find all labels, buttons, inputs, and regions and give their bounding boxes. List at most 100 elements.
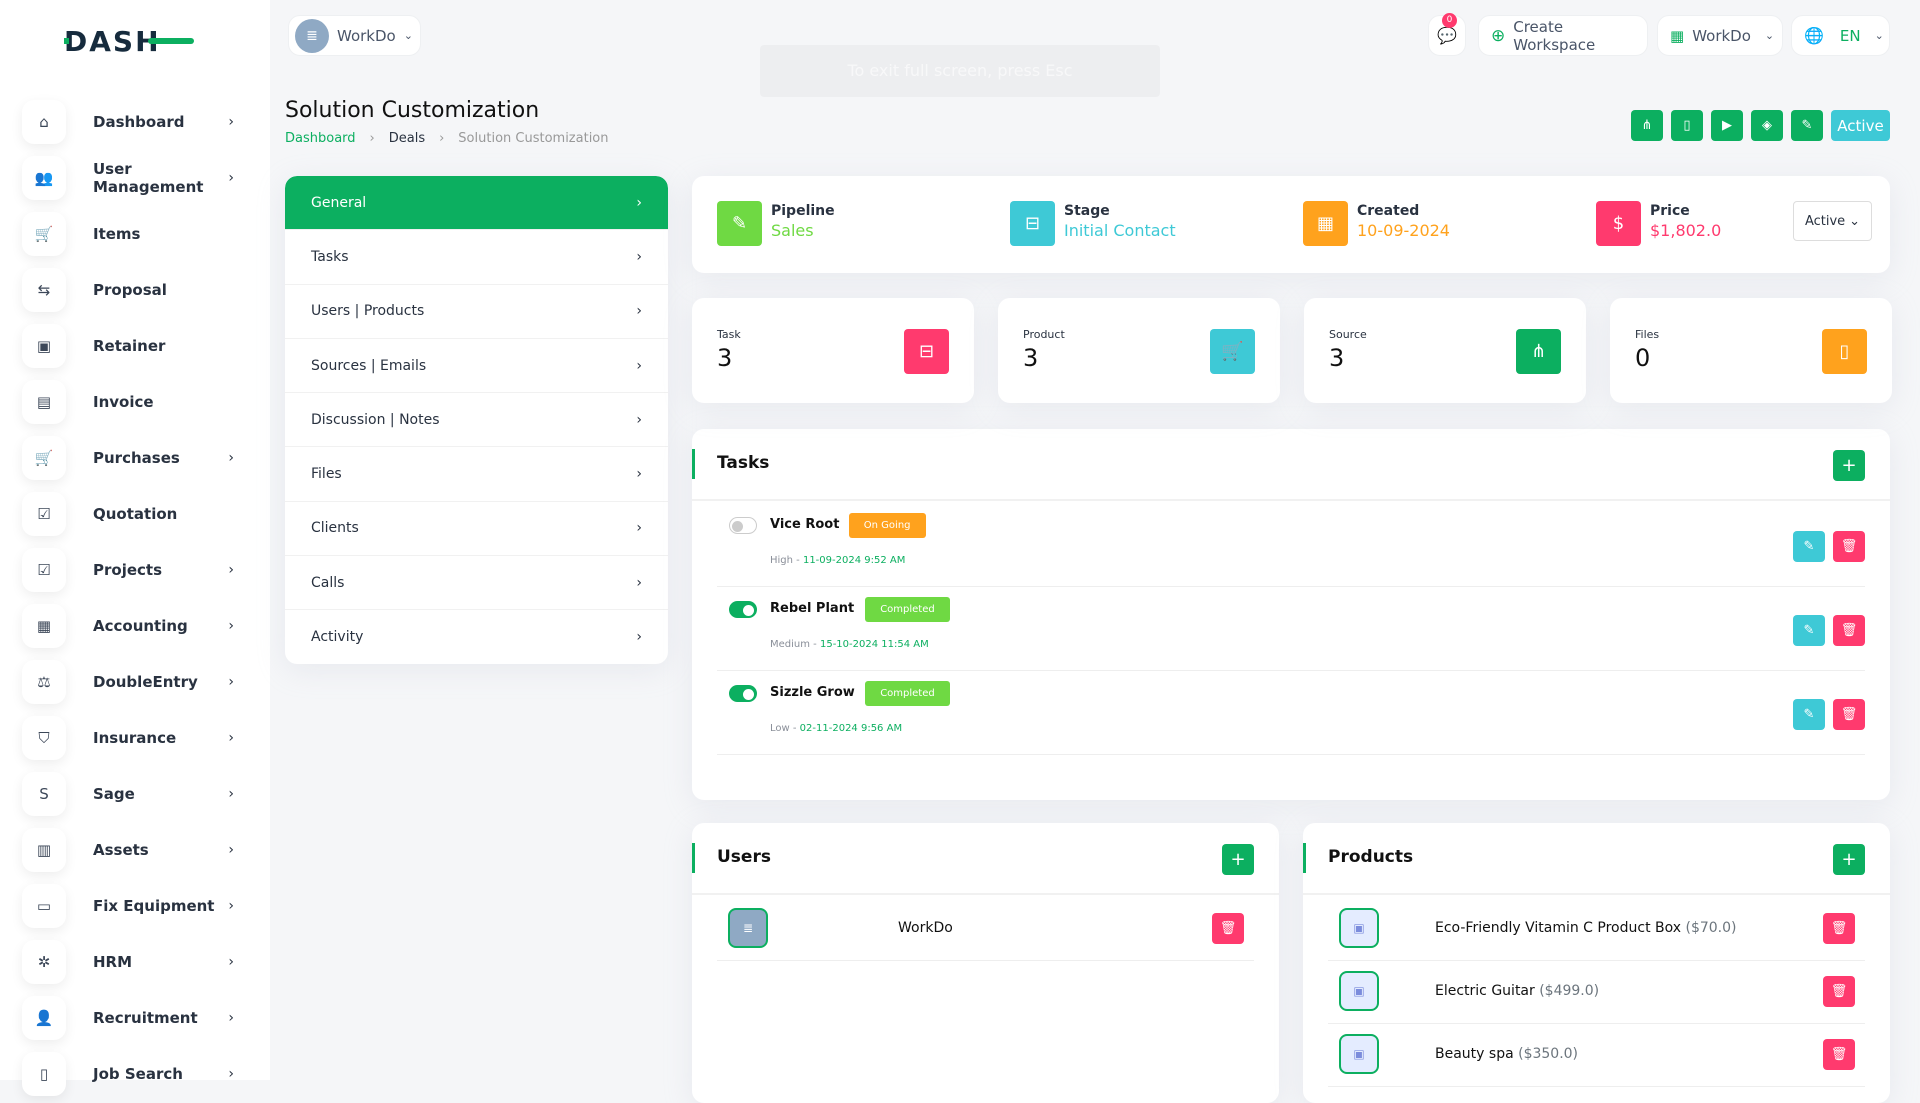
tag-button[interactable]: ◈ (1751, 110, 1783, 141)
messages-button[interactable]: 💬 0 (1428, 13, 1466, 56)
edit-task-button[interactable]: ✎ (1793, 615, 1825, 646)
sidebar-item-job-search[interactable]: ▯ Job Search › (22, 1050, 242, 1098)
pencil-button[interactable]: ✎ (1791, 110, 1823, 141)
task-complete-toggle[interactable] (729, 517, 757, 534)
breadcrumb-current: Solution Customization (458, 131, 609, 146)
add-product-button[interactable]: + (1833, 844, 1865, 875)
sidebar-item-recruitment[interactable]: 👤 Recruitment › (22, 994, 242, 1042)
video-button[interactable]: ▶ (1711, 110, 1743, 141)
menu-item-label: Files (311, 466, 342, 483)
sidebar-item-fix-equipment[interactable]: ▭ Fix Equipment › (22, 882, 242, 930)
delete-product-button[interactable]: 🗑 (1823, 976, 1855, 1007)
menu-item-label: Users | Products (311, 303, 425, 320)
status-select[interactable]: Active ⌄ (1793, 201, 1872, 241)
chevron-right-icon: › (369, 131, 375, 146)
stage-value: Initial Contact (1064, 221, 1176, 240)
sidebar-item-insurance[interactable]: ⛉ Insurance › (22, 714, 242, 762)
sidebar-item-retainer[interactable]: ▣ Retainer (22, 322, 242, 370)
delete-user-button[interactable]: 🗑 (1212, 913, 1244, 944)
sidebar-item-user-management[interactable]: 👥 User Management › (22, 154, 242, 202)
task-date: 15-10-2024 11:54 AM (819, 639, 929, 650)
trash-icon: 🗑 (1830, 1047, 1848, 1062)
menu-item-calls[interactable]: Calls › (285, 556, 668, 611)
add-task-button[interactable]: + (1833, 450, 1865, 481)
sidebar-item-accounting[interactable]: ▦ Accounting › (22, 602, 242, 650)
dash-logo[interactable]: DASH (64, 26, 194, 56)
delete-task-button[interactable]: 🗑 (1833, 699, 1865, 730)
sidebar-item-items[interactable]: 🛒 Items (22, 210, 242, 258)
menu-item-sources-emails[interactable]: Sources | Emails › (285, 339, 668, 394)
stat-label: Files (1635, 328, 1660, 341)
add-user-button[interactable]: + (1222, 844, 1254, 875)
stat-card-files: Files 0 ▯ (1610, 298, 1892, 403)
stat-label: Product (1023, 328, 1065, 341)
chevron-down-icon: ⌄ (1764, 29, 1775, 42)
chevron-right-icon: › (228, 170, 234, 186)
product-price: ($350.0) (1518, 1046, 1579, 1062)
task-complete-toggle[interactable] (729, 685, 757, 702)
status-active-button[interactable]: Active (1831, 110, 1890, 141)
chevron-right-icon: › (228, 954, 234, 970)
sitemap-icon: ⋔ (1516, 329, 1561, 374)
create-workspace-button[interactable]: ⊕ Create Workspace (1478, 15, 1648, 56)
sidebar-item-proposal[interactable]: ⇆ Proposal (22, 266, 242, 314)
chevron-right-icon: › (636, 357, 642, 374)
menu-item-label: Activity (311, 629, 364, 646)
sidebar-item-assets[interactable]: ▥ Assets › (22, 826, 242, 874)
price-value: $1,802.0 (1650, 221, 1722, 240)
swap-icon: ⇆ (22, 268, 66, 312)
sidebar-item-quotation[interactable]: ☑ Quotation (22, 490, 242, 538)
sidebar-item-purchases[interactable]: 🛒 Purchases › (22, 434, 242, 482)
menu-item-discussion-notes[interactable]: Discussion | Notes › (285, 393, 668, 448)
product-title: Electric Guitar (1435, 983, 1535, 999)
chevron-right-icon: › (228, 730, 234, 746)
workspace-switch-dropdown[interactable]: ▦ WorkDo ⌄ (1657, 15, 1783, 56)
workspace-dropdown[interactable]: ≣ WorkDo ⌄ (288, 15, 421, 56)
sidebar-item-sage[interactable]: S Sage › (22, 770, 242, 818)
edit-task-button[interactable]: ✎ (1793, 531, 1825, 562)
menu-item-tasks[interactable]: Tasks › (285, 230, 668, 285)
user-plus-icon: 👤 (22, 996, 66, 1040)
pencil-icon: ✎ (1803, 707, 1815, 722)
stage-label: Stage (1064, 203, 1110, 219)
sidebar-item-dashboard[interactable]: ⌂ Dashboard › (22, 98, 242, 146)
menu-item-files[interactable]: Files › (285, 447, 668, 502)
file-button[interactable]: ▯ (1671, 110, 1703, 141)
created-value: 10-09-2024 (1357, 221, 1450, 240)
chevron-right-icon: › (636, 629, 642, 646)
file-icon: ▯ (1822, 329, 1867, 374)
calendar-icon: ▦ (1303, 201, 1348, 246)
menu-item-label: Tasks (311, 248, 349, 265)
task-complete-toggle[interactable] (729, 601, 757, 618)
breadcrumb-deals[interactable]: Deals (388, 131, 426, 146)
sidebar-item-invoice[interactable]: ▤ Invoice (22, 378, 242, 426)
task-status-badge: Completed (865, 681, 950, 706)
sidebar-item-label: Items (93, 225, 141, 243)
sidebar-item-label: DoubleEntry (93, 673, 198, 691)
save-icon: ▣ (22, 324, 66, 368)
products-title: Products (1328, 847, 1414, 867)
breadcrumb-dashboard[interactable]: Dashboard (285, 131, 356, 146)
sidebar-item-hrm[interactable]: ✲ HRM › (22, 938, 242, 986)
menu-item-activity[interactable]: Activity › (285, 610, 668, 664)
sidebar-item-label: Fix Equipment (93, 897, 215, 915)
language-dropdown[interactable]: 🌐 EN ⌄ (1791, 15, 1890, 56)
product-price: ($70.0) (1685, 920, 1737, 936)
sitemap-button[interactable]: ⋔ (1631, 110, 1663, 141)
sidebar-item-label: Recruitment (93, 1009, 198, 1027)
chevron-down-icon: ⌄ (403, 29, 413, 42)
menu-item-general[interactable]: General › (285, 176, 668, 231)
edit-task-button[interactable]: ✎ (1793, 699, 1825, 730)
delete-product-button[interactable]: 🗑 (1823, 1039, 1855, 1070)
delete-task-button[interactable]: 🗑 (1833, 531, 1865, 562)
products-card: Products + ▣ Eco-Friendly Vitamin C Produ… (1303, 823, 1890, 1103)
chevron-right-icon: › (228, 898, 234, 914)
delete-task-button[interactable]: 🗑 (1833, 615, 1865, 646)
task-date: 11-09-2024 9:52 AM (802, 555, 906, 566)
menu-item-clients[interactable]: Clients › (285, 502, 668, 557)
sidebar-item-doubleentry[interactable]: ⚖ DoubleEntry › (22, 658, 242, 706)
menu-item-users-products[interactable]: Users | Products › (285, 285, 668, 339)
sidebar-item-projects[interactable]: ☑ Projects › (22, 546, 242, 594)
delete-product-button[interactable]: 🗑 (1823, 913, 1855, 944)
sidebar-item-label: Accounting (93, 617, 188, 635)
